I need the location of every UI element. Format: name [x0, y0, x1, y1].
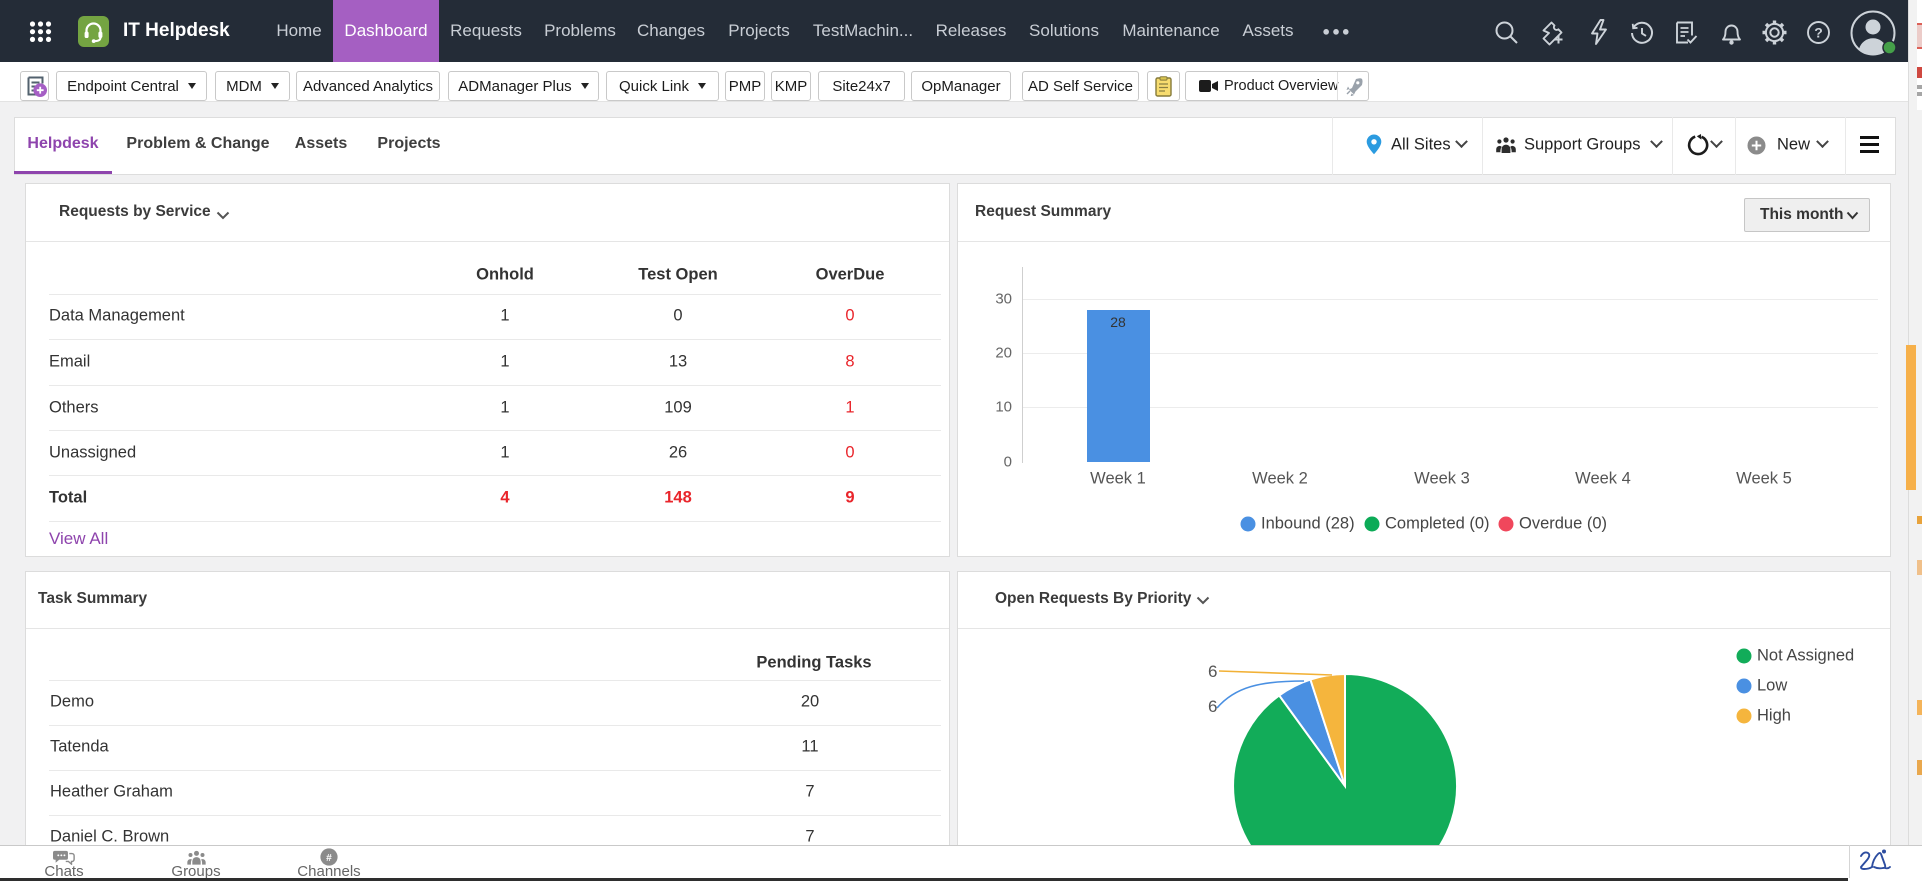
svg-text:6: 6	[1208, 662, 1217, 681]
svg-text:?: ?	[1814, 25, 1823, 41]
svg-text:#: #	[326, 853, 332, 864]
svg-text:6: 6	[1208, 697, 1217, 716]
